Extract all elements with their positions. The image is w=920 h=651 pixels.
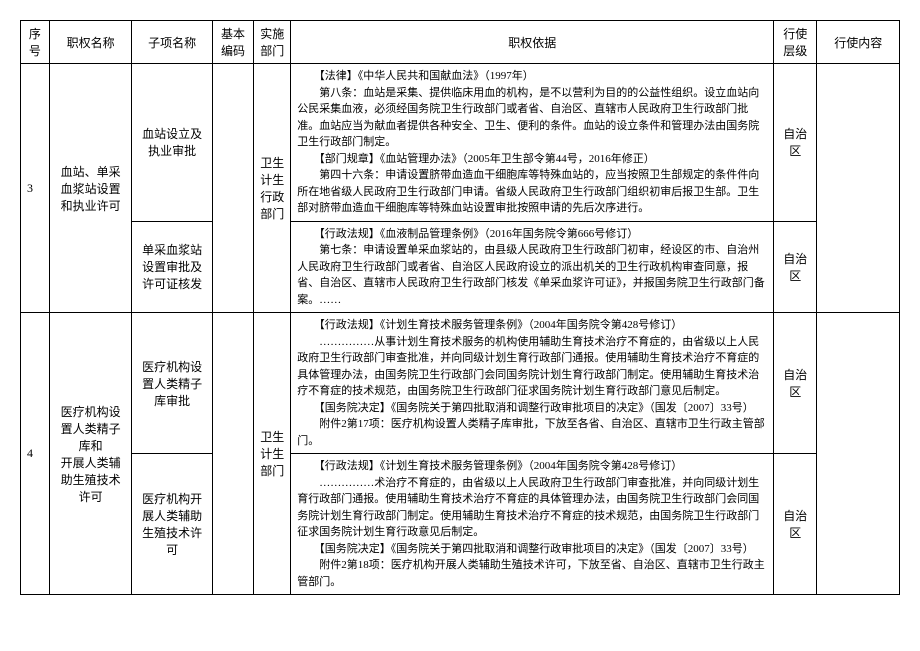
header-sub: 子项名称 bbox=[132, 21, 212, 64]
cell-level: 自治区 bbox=[774, 221, 817, 313]
cell-basis: 【行政法规】《计划生育技术服务管理条例》（2004年国务院令第428号修订） …… bbox=[291, 313, 774, 454]
cell-basis: 【行政法规】《血液制品管理条例》（2016年国务院令第666号修订） 第七条：申… bbox=[291, 221, 774, 313]
cell-basis: 【行政法规】《计划生育技术服务管理条例》（2004年国务院令第428号修订） …… bbox=[291, 454, 774, 595]
cell-basis: 【法律】《中华人民共和国献血法》（1997年） 第八条：血站是采集、提供临床用血… bbox=[291, 64, 774, 222]
header-name: 职权名称 bbox=[49, 21, 132, 64]
cell-name: 血站、单采血浆站设置和执业许可 bbox=[49, 64, 132, 313]
header-content: 行使内容 bbox=[817, 21, 900, 64]
header-row: 序号 职权名称 子项名称 基本编码 实施部门 职权依据 行使层级 行使内容 bbox=[21, 21, 900, 64]
cell-seq: 4 bbox=[21, 313, 50, 595]
header-seq: 序号 bbox=[21, 21, 50, 64]
table-row: 医疗机构开展人类辅助生殖技术许可 【行政法规】《计划生育技术服务管理条例》（20… bbox=[21, 454, 900, 595]
cell-name: 医疗机构设置人类精子库和开展人类辅助生殖技术许可 bbox=[49, 313, 132, 595]
header-code: 基本编码 bbox=[212, 21, 253, 64]
authority-table: 序号 职权名称 子项名称 基本编码 实施部门 职权依据 行使层级 行使内容 3 … bbox=[20, 20, 900, 595]
cell-sub: 血站设立及执业审批 bbox=[132, 64, 212, 222]
cell-seq: 3 bbox=[21, 64, 50, 313]
cell-sub: 单采血浆站设置审批及许可证核发 bbox=[132, 221, 212, 313]
cell-code bbox=[212, 313, 253, 595]
cell-content bbox=[817, 64, 900, 313]
header-level: 行使层级 bbox=[774, 21, 817, 64]
header-dept: 实施部门 bbox=[254, 21, 291, 64]
cell-sub: 医疗机构开展人类辅助生殖技术许可 bbox=[132, 454, 212, 595]
cell-dept: 卫生计生行政部门 bbox=[254, 64, 291, 313]
cell-content bbox=[817, 313, 900, 595]
cell-level: 自治区 bbox=[774, 64, 817, 222]
table-row: 3 血站、单采血浆站设置和执业许可 血站设立及执业审批 卫生计生行政部门 【法律… bbox=[21, 64, 900, 222]
table-row: 单采血浆站设置审批及许可证核发 【行政法规】《血液制品管理条例》（2016年国务… bbox=[21, 221, 900, 313]
cell-level: 自治区 bbox=[774, 454, 817, 595]
header-basis: 职权依据 bbox=[291, 21, 774, 64]
cell-code bbox=[212, 64, 253, 313]
cell-dept: 卫生计生部门 bbox=[254, 313, 291, 595]
cell-sub: 医疗机构设置人类精子库审批 bbox=[132, 313, 212, 454]
cell-level: 自治区 bbox=[774, 313, 817, 454]
table-row: 4 医疗机构设置人类精子库和开展人类辅助生殖技术许可 医疗机构设置人类精子库审批… bbox=[21, 313, 900, 454]
